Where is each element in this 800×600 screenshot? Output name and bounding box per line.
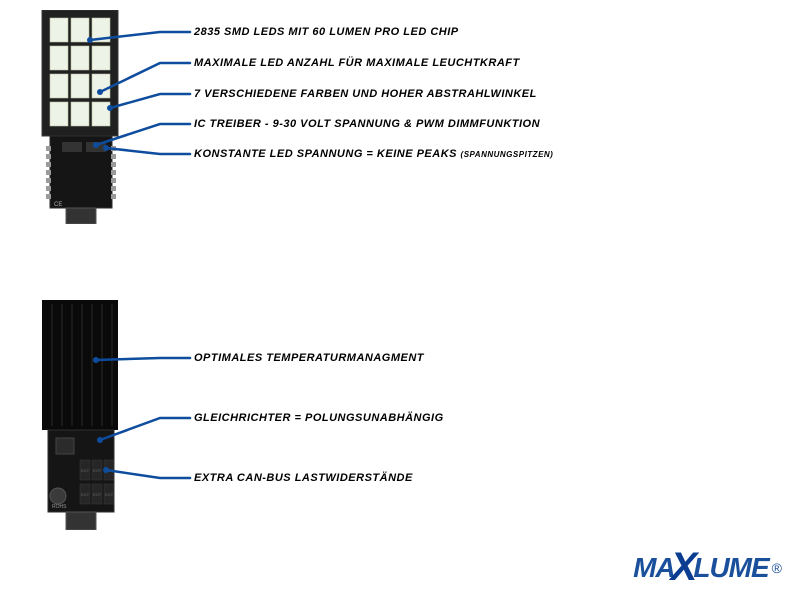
callout-text-4-main: Konstante LED Spannung = Keine Peaks <box>194 148 457 160</box>
brand-text-ma: MA <box>633 552 675 584</box>
product-led-bulb-front: CE <box>36 10 124 224</box>
product-led-bulb-back: EOTEOTEOT EOTEOTEOT ROHS <box>36 300 124 530</box>
svg-text:EOT: EOT <box>93 492 102 497</box>
callout-text-4-small: (Spannungspitzen) <box>461 150 554 159</box>
svg-text:EOT: EOT <box>81 468 90 473</box>
callout-text-6: Gleichrichter = Polungsunabhängig <box>194 412 444 424</box>
callout-text-1: Maximale LED Anzahl für maximale Leuchtk… <box>194 57 520 69</box>
svg-text:ROHS: ROHS <box>52 504 67 510</box>
svg-text:EOT: EOT <box>81 492 90 497</box>
brand-reg-mark: ® <box>772 560 782 576</box>
callout-text-0: 2835 SMD LEDS mit 60 Lumen pro LED Chip <box>194 26 459 38</box>
callout-text-3: IC Treiber - 9-30 Volt Spannung & PWM Di… <box>194 118 540 130</box>
brand-logo: MA X LUME ® <box>633 545 782 590</box>
callout-text-5: Optimales Temperaturmanagment <box>194 352 424 364</box>
callout-text-7: Extra CAN-BUS Lastwiderstände <box>194 472 413 484</box>
brand-text-lume: LUME <box>693 552 768 584</box>
svg-text:EOT: EOT <box>105 492 114 497</box>
svg-text:CE: CE <box>54 202 62 208</box>
callout-text-4: Konstante LED Spannung = Keine Peaks (Sp… <box>194 148 553 160</box>
svg-text:EOT: EOT <box>93 468 102 473</box>
callout-text-2: 7 verschiedene Farben und hoher Abstrahl… <box>194 88 537 100</box>
svg-text:EOT: EOT <box>105 468 114 473</box>
